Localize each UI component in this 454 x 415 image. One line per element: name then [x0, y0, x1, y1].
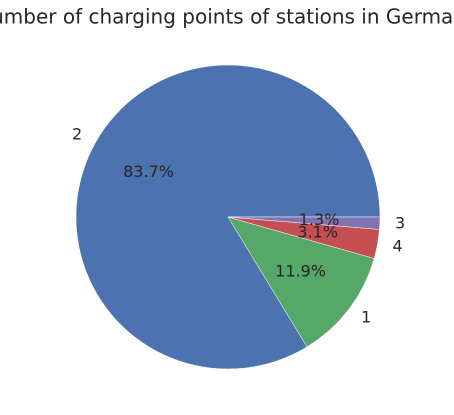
- category-label: 3: [395, 213, 405, 232]
- pie-slice: [75, 64, 381, 370]
- percent-label: 83.7%: [123, 162, 174, 181]
- percent-label: 3.1%: [297, 223, 338, 242]
- pie-slice: [227, 216, 381, 230]
- percent-label: 1.3%: [299, 210, 340, 229]
- chart-title: Number of charging points of stations in…: [0, 5, 454, 29]
- category-label: 1: [361, 308, 371, 327]
- category-label: 2: [72, 125, 82, 144]
- pie-slice: [227, 216, 375, 348]
- percent-label: 11.9%: [275, 262, 326, 281]
- category-label: 4: [393, 236, 403, 255]
